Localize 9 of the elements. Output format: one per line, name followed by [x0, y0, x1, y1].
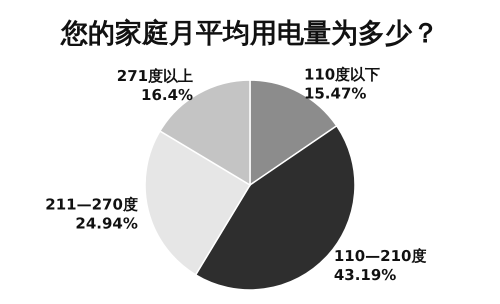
chart-title: 您的家庭月平均用电量为多少？: [60, 18, 439, 49]
slice-label: 110度以下: [304, 65, 380, 84]
slice-label: 211—270度: [45, 195, 138, 214]
data-label: 43.19%: [334, 266, 396, 284]
data-label: 16.4%: [141, 86, 194, 104]
slice-label: 271度以上: [116, 66, 194, 85]
slice-label: 110—210度: [334, 246, 426, 265]
data-label: 15.47%: [304, 84, 366, 102]
data-label: 24.94%: [75, 214, 138, 232]
